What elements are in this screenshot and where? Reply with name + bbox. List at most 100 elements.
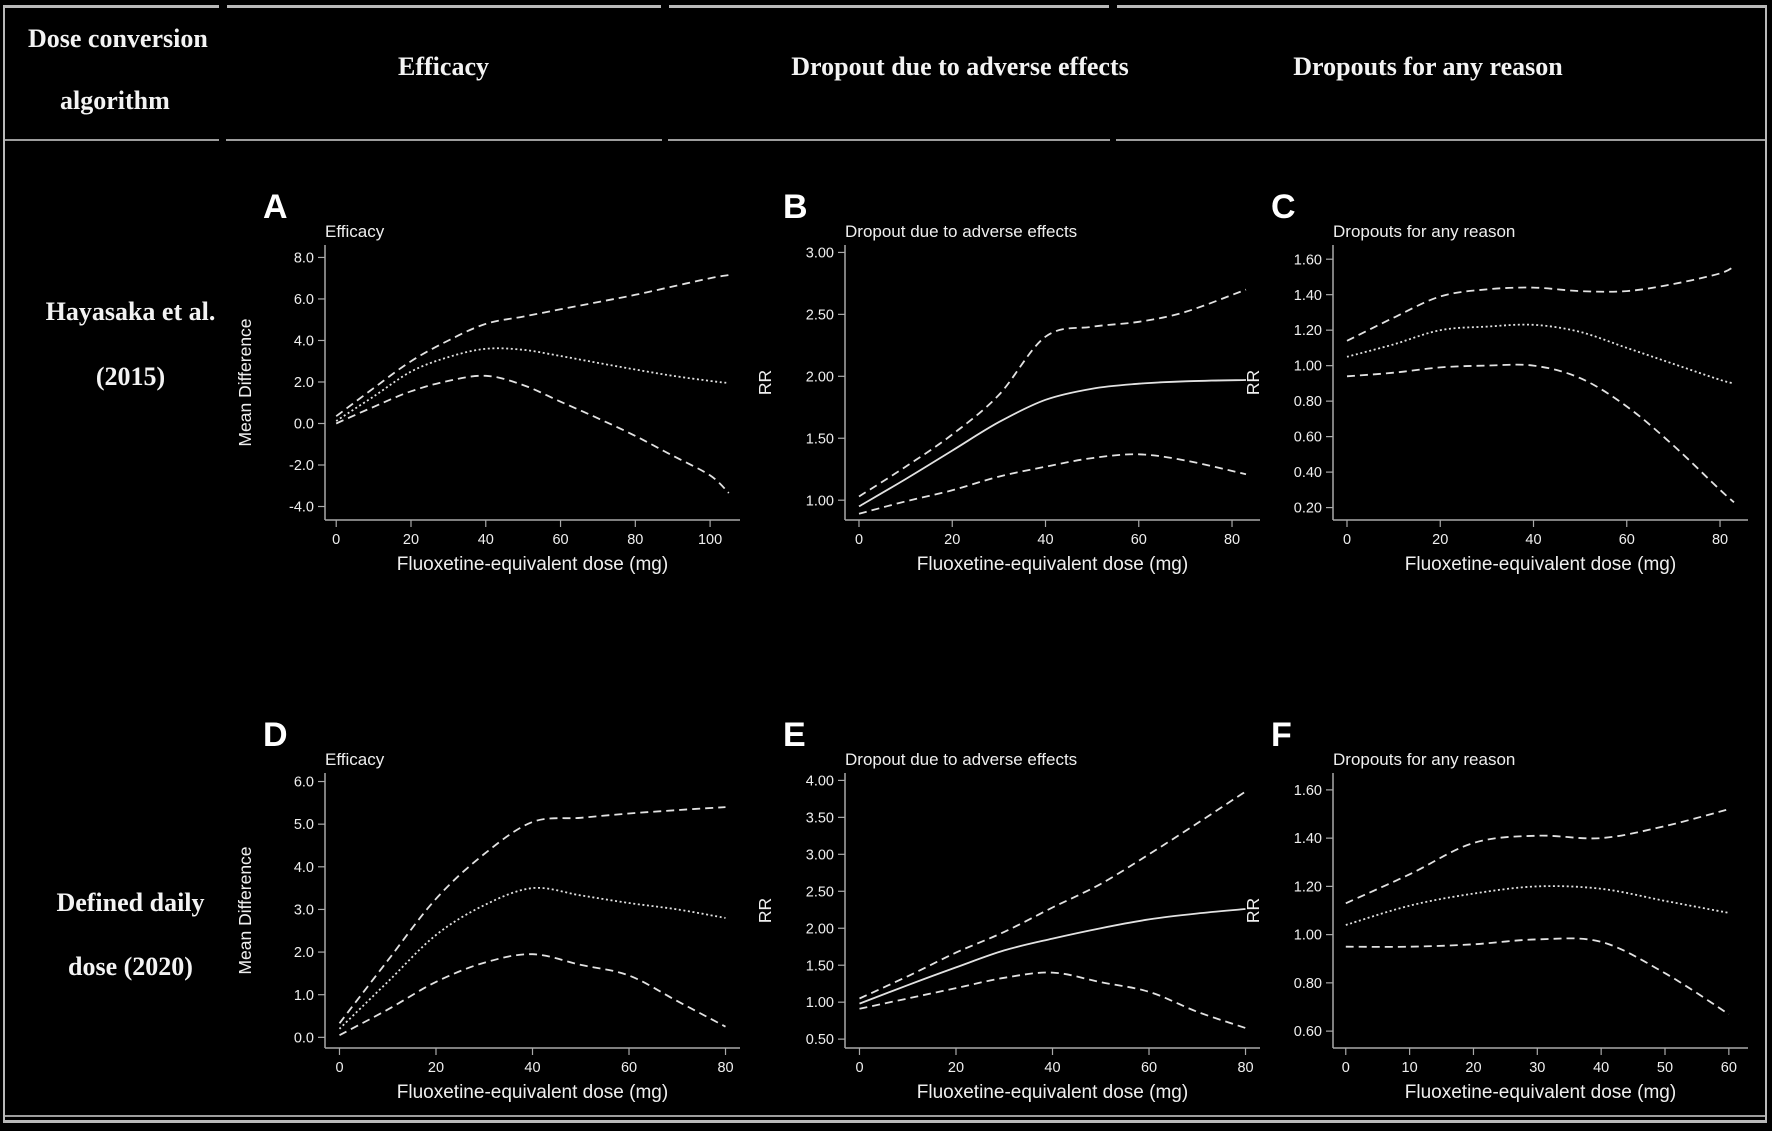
y-tick-label: 0.40 — [1294, 465, 1322, 481]
x-tick-label: 20 — [403, 532, 419, 548]
x-axis-label: Fluoxetine-equivalent dose (mg) — [397, 1082, 668, 1103]
header-efficacy: Efficacy — [398, 52, 489, 81]
chart-title: Dropouts for any reason — [1333, 222, 1515, 241]
chart-title: Dropout due to adverse effects — [845, 750, 1077, 769]
x-axis-label: Fluoxetine-equivalent dose (mg) — [1405, 1082, 1676, 1103]
panel-c: C Dropouts for any reason 1.60 1.40 1.20 1.00… — [1233, 160, 1772, 600]
row-label-ddd-line2: dose (2020) — [68, 952, 193, 981]
series-estimate — [858, 379, 1247, 508]
panel-letter: B — [783, 188, 808, 226]
y-axis-label: RR — [1243, 370, 1263, 395]
x-tick-label: 0 — [332, 532, 340, 548]
series-estimate — [338, 886, 726, 1030]
y-tick-label: 2.00 — [806, 369, 834, 385]
chart-title: Efficacy — [325, 222, 385, 241]
table-border-top-segment — [669, 5, 1109, 8]
table-border-left — [3, 5, 5, 1123]
series-lower_95ci — [859, 971, 1246, 1029]
x-tick-label: 80 — [717, 1060, 733, 1076]
x-axis-label: Fluoxetine-equivalent dose (mg) — [397, 554, 668, 575]
y-tick-label: 1.60 — [1294, 783, 1322, 799]
y-axis-label: RR — [755, 898, 775, 923]
x-tick-label: 60 — [1619, 532, 1635, 548]
x-tick-label: 20 — [428, 1060, 444, 1076]
panel-e: E Dropout due to adverse effects 4.00 3.50 3… — [745, 688, 1285, 1128]
table-border-top-segment — [1117, 5, 1767, 8]
panel-letter: F — [1271, 716, 1292, 754]
series-estimate — [859, 908, 1246, 1005]
y-tick-label: 5.0 — [294, 817, 314, 833]
y-axis-label: RR — [755, 370, 775, 395]
y-tick-label: 0.60 — [1294, 430, 1322, 446]
x-tick-label: 20 — [944, 532, 960, 548]
y-tick-label: 6.0 — [294, 775, 314, 791]
chart-panel-f: F Dropouts for any reason 1.60 1.40 1.20 1.00… — [1243, 716, 1748, 1103]
series-upper_95ci — [1346, 265, 1735, 342]
y-tick-label: 2.00 — [806, 921, 834, 937]
header-dose-conversion-line2: algorithm — [60, 86, 170, 115]
y-tick-label: 1.00 — [1294, 359, 1322, 375]
table-border-top-segment — [227, 5, 661, 8]
chart-title: Dropouts for any reason — [1333, 750, 1515, 769]
y-axis-label: Mean Difference — [235, 318, 255, 446]
x-tick-label: 0 — [855, 1060, 863, 1076]
y-tick-label: 2.0 — [294, 945, 314, 961]
y-tick-label: 0.60 — [1294, 1024, 1322, 1040]
y-tick-label: 1.00 — [1294, 928, 1322, 944]
x-tick-label: 40 — [1044, 1060, 1060, 1076]
y-axis-label: RR — [1243, 898, 1263, 923]
y-tick-label: 0.80 — [1294, 394, 1322, 410]
x-tick-label: 80 — [1237, 1060, 1253, 1076]
x-tick-label: 80 — [1224, 532, 1240, 548]
x-tick-label: 60 — [552, 532, 568, 548]
x-tick-label: 40 — [1037, 532, 1053, 548]
series-estimate — [1345, 885, 1729, 926]
y-tick-label: -4.0 — [289, 500, 314, 516]
chart-panel-b: B Dropout due to adverse effects 3.00 2.50 2… — [755, 188, 1260, 575]
chart-panel-d: D Efficacy 6.0 5.0 4.0 3.0 2.0 1.0 0.0 0 20 40 60 80 M… — [235, 716, 740, 1103]
panel-letter: A — [263, 188, 288, 226]
chart-title: Efficacy — [325, 750, 385, 769]
y-tick-label: 2.50 — [806, 884, 834, 900]
x-tick-label: 20 — [1432, 532, 1448, 548]
header-separator-segment — [1116, 139, 1767, 141]
header-separator-segment — [226, 139, 662, 141]
series-upper_95ci — [858, 288, 1247, 498]
x-tick-label: 60 — [1721, 1060, 1737, 1076]
panel-b: B Dropout due to adverse effects 3.00 2.50 2… — [745, 160, 1285, 600]
x-tick-label: 50 — [1657, 1060, 1673, 1076]
y-tick-label: 1.20 — [1294, 879, 1322, 895]
series-lower_95ci — [1346, 363, 1735, 503]
y-tick-label: 1.40 — [1294, 831, 1322, 847]
x-tick-label: 0 — [1342, 1060, 1350, 1076]
panel-f: F Dropouts for any reason 1.60 1.40 1.20 1.00… — [1233, 688, 1772, 1128]
x-tick-label: 60 — [621, 1060, 637, 1076]
x-axis-label: Fluoxetine-equivalent dose (mg) — [917, 1082, 1188, 1103]
x-tick-label: 40 — [1525, 532, 1541, 548]
y-tick-label: 0.80 — [1294, 976, 1322, 992]
x-tick-label: 0 — [335, 1060, 343, 1076]
y-tick-label: 4.0 — [294, 334, 314, 350]
series-lower_95ci — [1345, 937, 1730, 1015]
y-tick-label: 0.50 — [806, 1032, 834, 1048]
x-tick-label: 20 — [948, 1060, 964, 1076]
y-tick-label: 8.0 — [294, 251, 314, 267]
y-tick-label: 2.0 — [294, 375, 314, 391]
table-border-bottom-line — [4, 1115, 1767, 1117]
y-tick-label: 6.0 — [294, 292, 314, 308]
header-dropout-adverse-effects: Dropout due to adverse effects — [791, 52, 1129, 81]
y-tick-label: 3.0 — [294, 903, 314, 919]
y-tick-label: 1.00 — [806, 493, 834, 509]
header-dropouts-any-reason: Dropouts for any reason — [1293, 52, 1563, 81]
y-tick-label: 0.0 — [294, 1030, 314, 1046]
series-upper_95ci — [338, 806, 726, 1024]
x-tick-label: 80 — [627, 532, 643, 548]
header-dose-conversion-line1: Dose conversion — [28, 24, 208, 53]
chart-panel-e: E Dropout due to adverse effects 4.00 3.50 3… — [755, 716, 1260, 1103]
row-label-ddd-line1: Defined daily — [56, 888, 205, 917]
y-axis-label: Mean Difference — [235, 846, 255, 974]
x-axis-label: Fluoxetine-equivalent dose (mg) — [917, 554, 1188, 575]
series-upper_95ci — [859, 790, 1246, 1000]
series-lower_95ci — [858, 453, 1247, 515]
y-tick-label: 1.00 — [806, 995, 834, 1011]
